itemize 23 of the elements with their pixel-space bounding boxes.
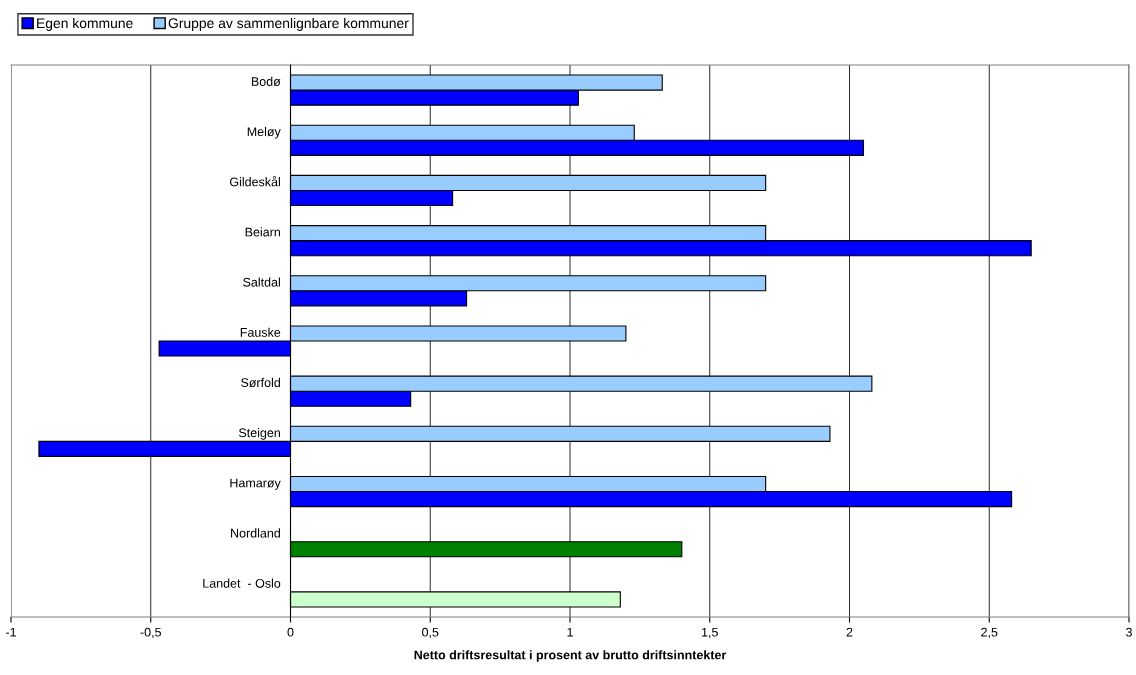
y-tick-label: Meløy <box>247 126 281 139</box>
x-axis-title: Netto driftsresultat i prosent av brutto driftsinntekter <box>414 650 727 662</box>
y-tick-label: Steigen <box>238 428 280 440</box>
legend-label: Gruppe av sammenlignbare kommuner <box>168 17 409 31</box>
y-tick-label: Saltdal <box>243 277 280 287</box>
y-tick-label: Hamarøy <box>230 478 281 490</box>
y-tick-label: Fauske <box>240 327 281 337</box>
x-tick-label: 0 <box>287 627 294 637</box>
y-tick-label: Landet - Oslo <box>203 578 281 588</box>
x-tick-label: 1,5 <box>702 627 718 639</box>
y-tick-label: Beiarn <box>245 227 280 237</box>
x-tick-label: 2,5 <box>981 627 998 639</box>
y-tick-label: Gildeskål <box>230 176 280 187</box>
x-tick-label: 2 <box>846 627 853 637</box>
y-tick-label: Nordland <box>231 528 280 538</box>
x-tick-label: -1 <box>6 627 16 637</box>
y-tick-label: Bodø <box>251 76 281 87</box>
y-tick-label: Sørfold <box>241 377 280 388</box>
x-tick-label: -0,5 <box>140 627 161 639</box>
x-tick-label: 0,5 <box>422 627 439 639</box>
x-tick-label: 1 <box>567 627 573 637</box>
x-tick-label: 3 <box>1126 627 1132 637</box>
legend-label: Egen kommune <box>37 17 133 31</box>
